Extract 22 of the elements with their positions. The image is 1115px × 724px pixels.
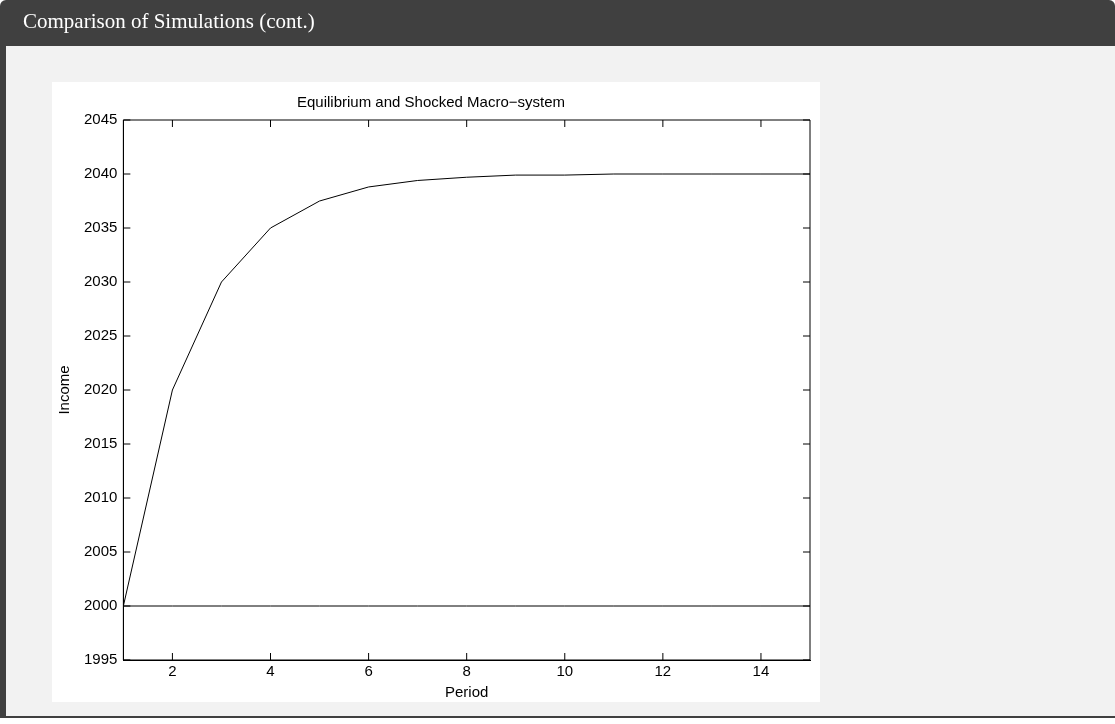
y-tick-label: 2035 [83,218,118,236]
x-axis-title: Period [445,683,489,701]
x-tick-label: 8 [462,662,471,680]
chart-title: Equilibrium and Shocked Macro−system [296,93,566,111]
y-tick-label: 2015 [83,434,118,452]
y-axis-title: Income [55,365,73,415]
y-tick-label: 2045 [83,110,118,128]
y-tick-label: 2020 [83,380,118,398]
text: Comparison of Simulations (cont.) [0,0,1115,46]
x-tick-label: 12 [654,662,672,680]
x-tick-label: 2 [168,662,177,680]
x-tick-label: 6 [364,662,373,680]
y-tick-label: 2040 [83,164,118,182]
y-tick-label: 2030 [83,272,118,290]
x-tick-label: 14 [752,662,770,680]
x-tick-label: 10 [556,662,574,680]
y-tick-label: 2010 [83,488,118,506]
y-tick-label: 2025 [83,326,118,344]
y-tick-label: 2005 [83,542,118,560]
y-tick-label: 1995 [83,650,118,668]
y-tick-label: 2000 [83,596,118,614]
x-tick-label: 4 [266,662,275,680]
